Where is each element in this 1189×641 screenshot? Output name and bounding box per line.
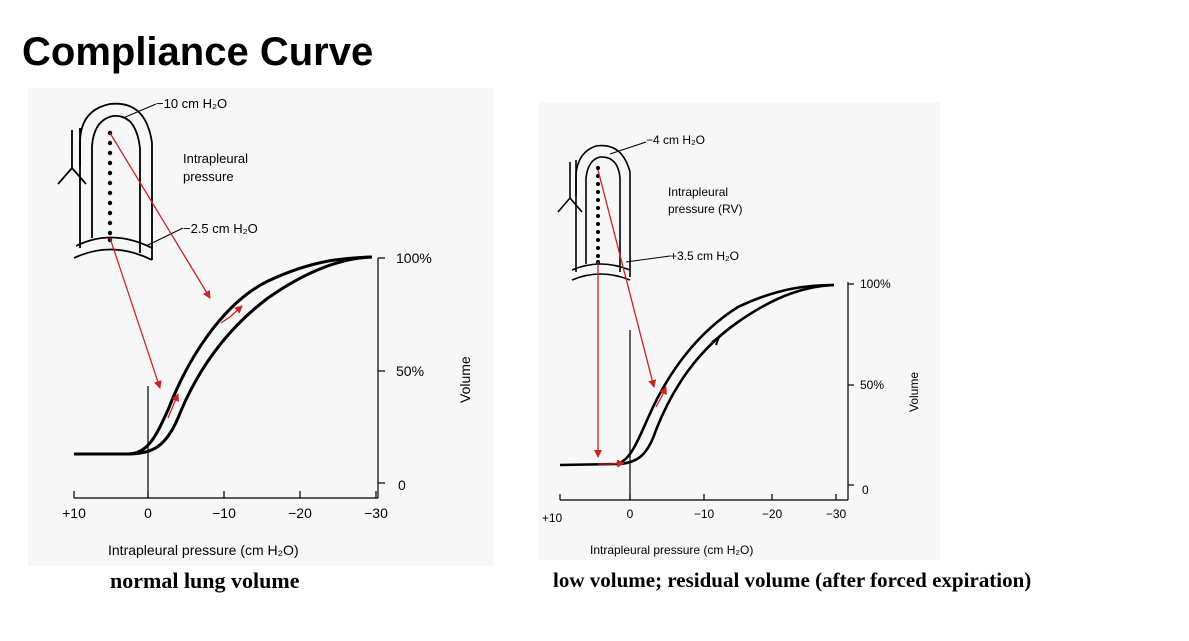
x-tick-label: −10	[694, 507, 715, 521]
x-tick-label: 0	[627, 507, 634, 521]
y-tick-label-50: 50%	[396, 363, 424, 379]
base-point-arrow	[598, 459, 625, 468]
page-title: Compliance Curve	[22, 30, 374, 74]
apex-point-arrow	[655, 386, 667, 408]
apex-pressure-arrow	[597, 169, 657, 388]
intrapleural-pressure-label-line2: pressure (RV)	[668, 202, 742, 216]
lung-inner-wall	[91, 115, 141, 253]
lung-outer-wall	[79, 102, 153, 260]
pressure-arrows	[594, 169, 667, 468]
lung-base-curve	[73, 236, 153, 261]
normal-volume-caption: normal lung volume	[110, 568, 300, 593]
y-tick-label-100: 100%	[396, 250, 432, 266]
apex-leader-line	[122, 103, 157, 119]
y-tick-label-0: 0	[398, 477, 406, 493]
intrapleural-pressure-label-line1: Intrapleural	[668, 185, 728, 199]
inspiration-curve	[559, 283, 835, 467]
x-axis-label: Intrapleural pressure (cm H₂O)	[108, 542, 299, 558]
inspiration-curve	[74, 255, 373, 456]
base-pressure-label: −2.5 cm H₂O	[183, 221, 258, 236]
normal-volume-diagram: −10 cm H₂O −2.5 cm H₂O Intrapleural pres…	[57, 96, 473, 558]
expiration-curve	[127, 255, 373, 456]
base-leader-line	[145, 227, 184, 247]
apex-leader-line	[609, 141, 647, 155]
intrapleural-pressure-label-line1: Intrapleural	[183, 151, 248, 166]
lung-schematic	[557, 144, 631, 281]
pressure-arrows	[109, 132, 243, 419]
axes	[559, 282, 854, 501]
lung-inner-wall	[585, 156, 621, 272]
axes	[73, 257, 385, 499]
x-tick-label: −20	[288, 505, 312, 521]
expiration-curve	[615, 283, 835, 466]
base-leader-line	[625, 255, 671, 263]
x-tick-label: −10	[212, 505, 236, 521]
y-tick-label-0: 0	[862, 483, 869, 497]
airway-branch	[57, 128, 87, 185]
lung-base-curve	[571, 263, 631, 281]
y-axis-label: Volume	[907, 372, 921, 412]
apex-pressure-arrow	[109, 132, 211, 299]
y-tick-label-50: 50%	[860, 378, 884, 392]
panel-background	[538, 102, 940, 560]
apex-point-arrow	[220, 305, 243, 324]
y-tick-label-100: 100%	[860, 277, 891, 291]
x-tick-label: 0	[144, 505, 152, 521]
x-tick-label: −30	[364, 505, 388, 521]
x-tick-label: −30	[826, 507, 847, 521]
x-axis-label: Intrapleural pressure (cm H₂O)	[590, 543, 753, 557]
residual-volume-caption: low volume; residual volume (after force…	[553, 568, 1032, 592]
apex-pressure-label: −10 cm H₂O	[156, 96, 227, 111]
pleural-dots	[596, 166, 600, 264]
intrapleural-pressure-label-line2: pressure	[183, 169, 234, 184]
residual-volume-diagram: −4 cm H₂O +3.5 cm H₂O Intrapleural press…	[542, 133, 921, 557]
normal-volume-panel: −10 cm H₂O −2.5 cm H₂O Intrapleural pres…	[28, 88, 494, 566]
base-pressure-arrow	[109, 237, 162, 389]
x-tick-label: +10	[62, 505, 86, 521]
apex-pressure-label: −4 cm H₂O	[646, 133, 705, 147]
compliance-curve	[559, 283, 835, 467]
airway-branch	[557, 160, 583, 213]
lung-schematic	[57, 102, 153, 261]
base-pressure-label: +3.5 cm H₂O	[670, 249, 739, 263]
residual-volume-panel: −4 cm H₂O +3.5 cm H₂O Intrapleural press…	[538, 102, 940, 560]
pleural-dots	[107, 130, 113, 243]
curve-direction-arrowhead	[711, 334, 722, 346]
x-tick-label: −20	[762, 507, 783, 521]
lung-outer-wall	[575, 144, 631, 277]
base-point-arrow	[167, 393, 179, 419]
compliance-curve	[74, 255, 373, 456]
panel-background	[28, 88, 494, 566]
y-axis-label: Volume	[457, 356, 473, 403]
x-tick-label: +10	[542, 511, 563, 525]
